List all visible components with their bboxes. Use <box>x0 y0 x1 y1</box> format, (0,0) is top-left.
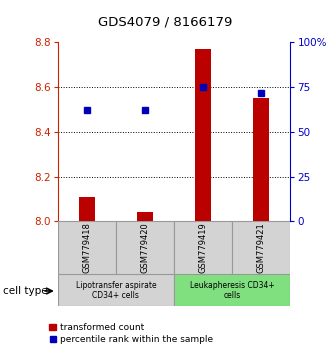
Text: GSM779419: GSM779419 <box>199 222 208 273</box>
Bar <box>253 98 270 221</box>
Text: cell type: cell type <box>3 286 48 296</box>
Text: Leukapheresis CD34+
cells: Leukapheresis CD34+ cells <box>190 281 275 300</box>
Text: GSM779418: GSM779418 <box>82 222 91 273</box>
Bar <box>58 221 116 274</box>
Legend: transformed count, percentile rank within the sample: transformed count, percentile rank withi… <box>48 322 215 346</box>
Text: GSM779420: GSM779420 <box>141 222 149 273</box>
Text: Lipotransfer aspirate
CD34+ cells: Lipotransfer aspirate CD34+ cells <box>76 281 156 300</box>
Bar <box>232 221 290 274</box>
Text: GSM779421: GSM779421 <box>257 222 266 273</box>
Bar <box>137 212 153 221</box>
Bar <box>79 197 95 221</box>
Text: GDS4079 / 8166179: GDS4079 / 8166179 <box>98 16 232 29</box>
Bar <box>58 274 174 306</box>
Bar <box>116 221 174 274</box>
Bar <box>174 221 232 274</box>
Bar <box>174 274 290 306</box>
Bar <box>195 49 211 221</box>
